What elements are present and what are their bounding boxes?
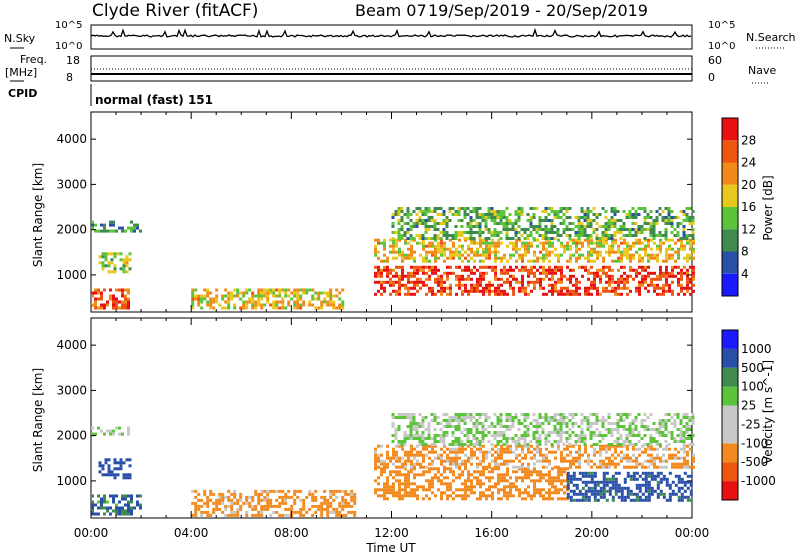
power-echo-region bbox=[374, 238, 695, 263]
power-colorbar-tick: 28 bbox=[741, 133, 756, 147]
power-ytick-label: 1000 bbox=[56, 268, 87, 282]
beam-label: Beam 07 bbox=[355, 1, 427, 20]
power-colorbar-label: Power [dB] bbox=[761, 175, 775, 240]
velocity-colorbar-swatch bbox=[722, 330, 738, 349]
power-echo-region bbox=[91, 220, 142, 233]
power-ytick-label: 2000 bbox=[56, 223, 87, 237]
vel-echo-region bbox=[374, 444, 695, 469]
vel-echo-region bbox=[191, 489, 357, 517]
power-colorbar-swatch bbox=[722, 229, 738, 252]
x-tick-label: 12:00 bbox=[374, 526, 409, 540]
vel-echo-region bbox=[91, 494, 142, 516]
power-colorbar-tick: 16 bbox=[741, 200, 756, 214]
power-colorbar-swatch bbox=[722, 118, 738, 141]
nsearch-tick-bottom: 10^0 bbox=[708, 41, 735, 52]
velocity-colorbar-swatch bbox=[722, 386, 738, 406]
power-colorbar-tick: 20 bbox=[741, 178, 756, 192]
vel-echo-region bbox=[98, 458, 132, 480]
power-panel: 1000 2000 3000 4000 bbox=[56, 111, 695, 313]
velocity-ylabel: Slant Range [km] bbox=[31, 368, 45, 472]
velocity-colorbar: -1000 -500 -100 -25 25 100 500 1000 bbox=[721, 329, 776, 501]
x-tick-label: 04:00 bbox=[174, 526, 209, 540]
velocity-colorbar-tick: -1000 bbox=[741, 474, 776, 488]
velocity-colorbar-swatch bbox=[722, 405, 738, 425]
velocity-colorbar-tick: 1000 bbox=[741, 342, 772, 356]
nsearch-tick-top: 10^5 bbox=[708, 20, 735, 31]
vel-ytick-label: 3000 bbox=[56, 383, 87, 397]
x-tick-label: 08:00 bbox=[274, 526, 309, 540]
freq-tick-bottom: 8 bbox=[66, 71, 73, 84]
power-colorbar-swatch bbox=[722, 273, 738, 296]
power-colorbar-tick: 8 bbox=[741, 245, 749, 259]
velocity-colorbar-swatch bbox=[722, 481, 738, 500]
velocity-colorbar-frame bbox=[721, 329, 739, 501]
freq-label-1: Freq. bbox=[20, 53, 47, 66]
power-ytick-label: 4000 bbox=[56, 132, 87, 146]
nsky-track bbox=[90, 24, 693, 50]
velocity-colorbar-tick: -25 bbox=[741, 417, 761, 431]
vel-ytick-label: 4000 bbox=[56, 338, 87, 352]
nsky-label: N.Sky bbox=[4, 32, 36, 45]
x-tick-label: 20:00 bbox=[575, 526, 610, 540]
cpid-text: normal (fast) 151 bbox=[95, 93, 213, 107]
velocity-colorbar-tick: 100 bbox=[741, 380, 764, 394]
power-colorbar-tick: 4 bbox=[741, 267, 749, 281]
freq-tick-top: 18 bbox=[66, 54, 80, 67]
velocity-colorbar-swatch bbox=[722, 424, 738, 444]
power-ytick-label: 3000 bbox=[56, 177, 87, 191]
velocity-colorbar-swatch bbox=[722, 348, 738, 368]
vel-echo-region bbox=[391, 413, 695, 446]
power-echo-region bbox=[191, 288, 345, 310]
freq-label-2: [MHz] bbox=[5, 66, 37, 79]
velocity-colorbar-tick: 500 bbox=[741, 361, 764, 375]
nsky-tick-top: 10^5 bbox=[55, 20, 82, 31]
date-range: 19/Sep/2019 - 20/Sep/2019 bbox=[428, 1, 648, 20]
power-echo-region bbox=[98, 252, 132, 274]
power-colorbar: 4 8 12 16 20 24 28 bbox=[721, 117, 756, 297]
power-colorbar-swatch bbox=[722, 207, 738, 230]
vel-ytick-label: 1000 bbox=[56, 474, 87, 488]
velocity-panel: 1000 2000 3000 4000 00:00 04:00 08:00 12:00 16:0… bbox=[56, 317, 710, 540]
velocity-colorbar-swatch bbox=[722, 443, 738, 463]
nsearch-label: N.Search bbox=[746, 31, 796, 44]
power-colorbar-swatch bbox=[722, 251, 738, 274]
velocity-colorbar-swatch bbox=[722, 367, 738, 387]
nave-label: Nave bbox=[748, 64, 776, 77]
power-colorbar-swatch bbox=[722, 162, 738, 185]
power-colorbar-tick: 12 bbox=[741, 222, 756, 236]
power-colorbar-tick: 24 bbox=[741, 156, 756, 170]
x-axis-label: Time UT bbox=[365, 541, 416, 554]
power-echo-region bbox=[391, 207, 695, 240]
nave-tick-bottom: 0 bbox=[708, 71, 715, 84]
nave-tick-top: 60 bbox=[708, 54, 722, 67]
nsky-tick-bottom: 10^0 bbox=[55, 41, 82, 52]
x-tick-label: 00:00 bbox=[74, 526, 109, 540]
power-echo-region bbox=[374, 265, 695, 296]
x-tick-label: 16:00 bbox=[474, 526, 509, 540]
vel-echo-region bbox=[374, 467, 569, 501]
power-colorbar-frame bbox=[721, 117, 739, 297]
vel-echo-region bbox=[91, 426, 130, 436]
nsky-line bbox=[90, 27, 692, 38]
cpid-label: CPID bbox=[8, 87, 37, 100]
station-title: Clyde River (fitACF) bbox=[92, 1, 258, 21]
velocity-colorbar-tick: -500 bbox=[741, 455, 768, 469]
nsky-trace bbox=[90, 27, 692, 38]
power-echo-region bbox=[91, 288, 130, 310]
velocity-colorbar-swatch bbox=[722, 462, 738, 482]
vel-echo-region bbox=[566, 471, 693, 502]
velocity-colorbar-tick: 25 bbox=[741, 399, 756, 413]
x-tick-label: 00:00 bbox=[675, 526, 710, 540]
power-colorbar-swatch bbox=[722, 140, 738, 163]
power-ylabel: Slant Range [km] bbox=[31, 163, 45, 267]
power-colorbar-swatch bbox=[722, 184, 738, 207]
velocity-colorbar-label: Velocity [m s^-1] bbox=[761, 360, 775, 464]
vel-ytick-label: 2000 bbox=[56, 429, 87, 443]
velocity-colorbar-tick: -100 bbox=[741, 436, 768, 450]
